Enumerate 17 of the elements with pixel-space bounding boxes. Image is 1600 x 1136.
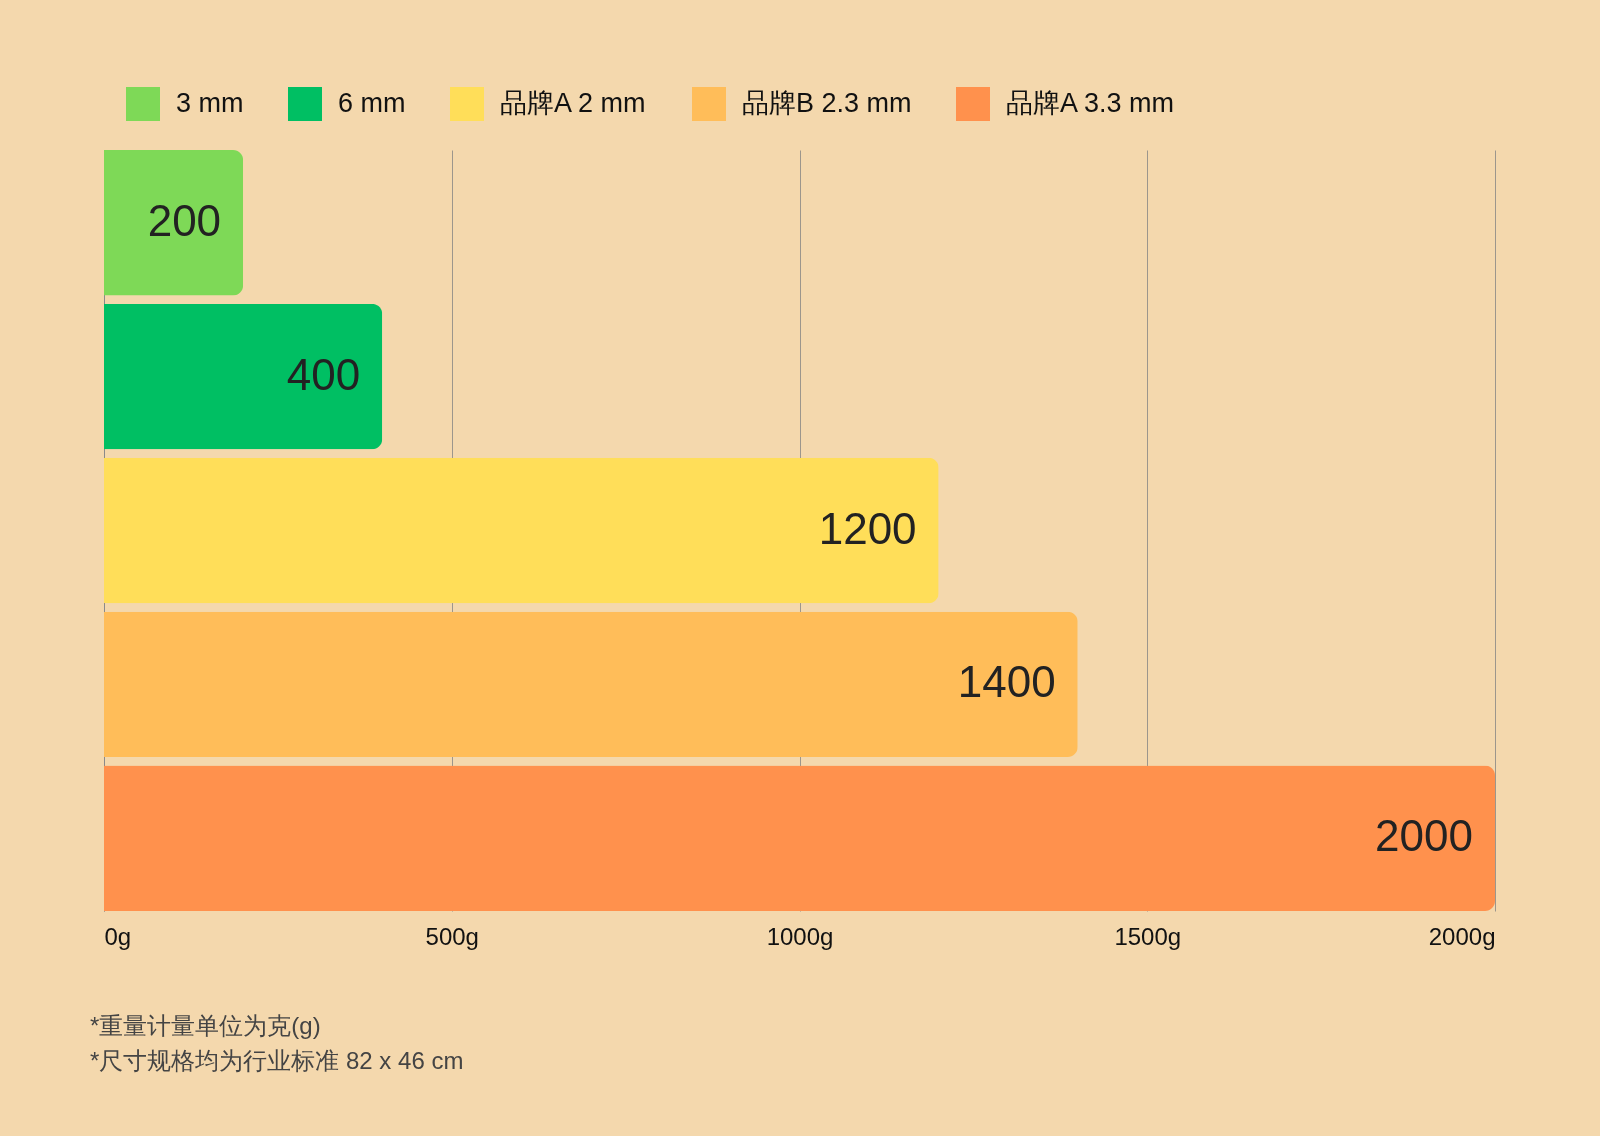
data-label: 1200	[818, 503, 917, 553]
x-tick-label: 1500g	[1114, 922, 1182, 950]
data-label: 1400	[957, 657, 1056, 707]
legend-label: 6 mm	[338, 88, 406, 118]
data-label: 2000	[1375, 811, 1473, 861]
x-tick-label: 2000g	[1428, 922, 1496, 950]
legend-label: 品牌B 2.3 mm	[742, 88, 912, 118]
legend-label: 品牌A 3.3 mm	[1006, 88, 1175, 118]
data-label: 400	[286, 349, 361, 399]
legend-label: 品牌A 2 mm	[500, 88, 646, 118]
x-tick-label: 0g	[104, 922, 132, 950]
x-tick-label: 500g	[425, 922, 479, 950]
text: *尺寸规格均为行业标准 82 x 46 cm	[90, 1047, 464, 1074]
legend-label: 3 mm	[176, 88, 244, 118]
text: *重量计量单位为克(g)	[90, 1012, 321, 1039]
x-tick-label: 1000g	[766, 922, 834, 950]
data-label: 200	[147, 195, 222, 245]
